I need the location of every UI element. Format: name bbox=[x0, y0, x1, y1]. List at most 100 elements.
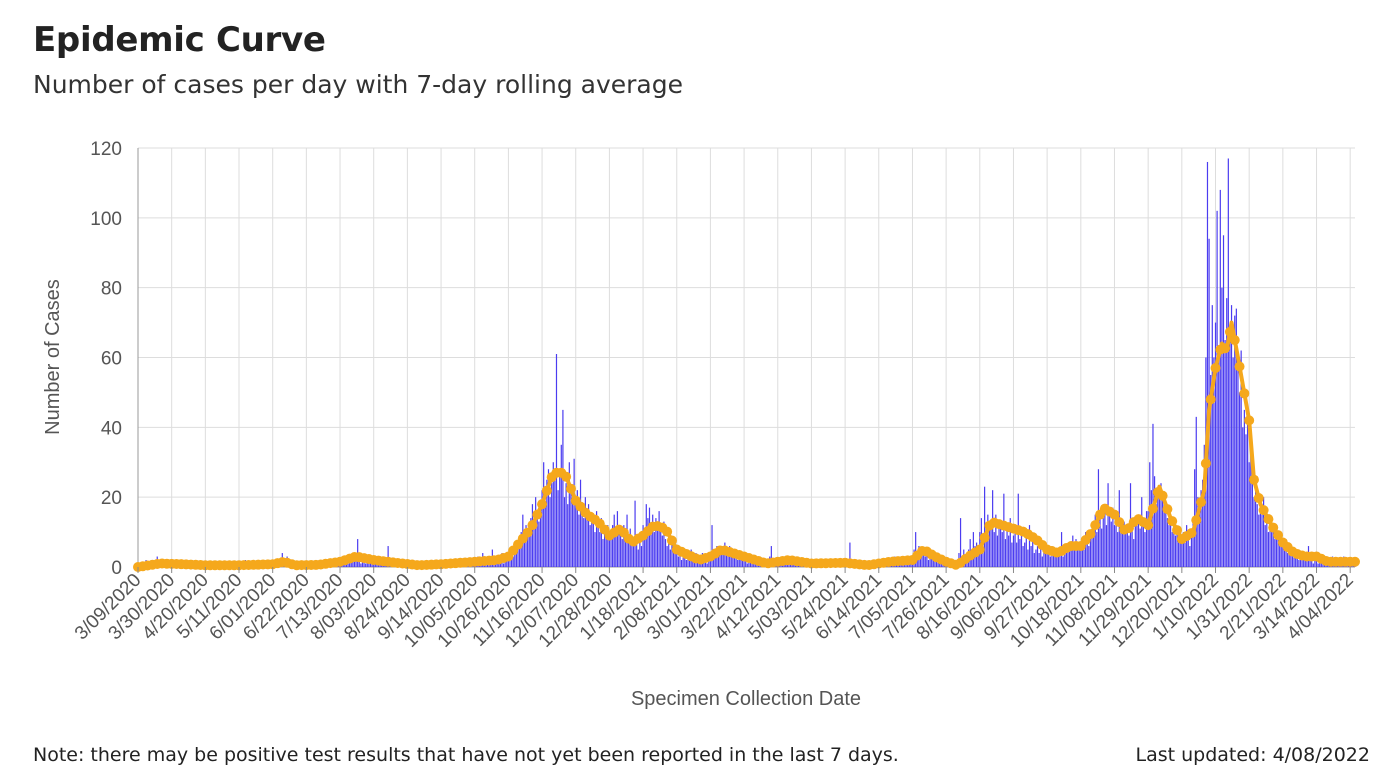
x-axis-ticks: 3/09/20203/30/20204/20/20205/11/20206/01… bbox=[71, 567, 1358, 652]
daily-case-bar bbox=[549, 497, 551, 567]
daily-case-bar bbox=[1238, 392, 1241, 567]
daily-case-bar bbox=[1070, 549, 1072, 567]
daily-case-bar bbox=[519, 539, 521, 567]
rolling-average-point bbox=[561, 471, 572, 482]
daily-case-bar bbox=[1291, 556, 1294, 567]
daily-case-bar bbox=[1088, 546, 1090, 567]
daily-case-bar bbox=[1152, 423, 1154, 567]
daily-case-bar bbox=[693, 560, 695, 567]
daily-case-bar bbox=[1304, 556, 1306, 567]
daily-case-bar bbox=[1155, 504, 1157, 567]
daily-case-bar bbox=[1038, 553, 1040, 567]
daily-case-bar bbox=[1235, 308, 1237, 567]
daily-case-bar bbox=[536, 511, 538, 567]
daily-case-bar bbox=[666, 546, 668, 567]
daily-case-bar bbox=[1052, 553, 1055, 567]
daily-case-bar bbox=[527, 535, 529, 567]
daily-case-bar bbox=[1317, 563, 1319, 567]
daily-case-bar bbox=[1250, 444, 1252, 567]
daily-case-bar bbox=[1264, 525, 1266, 567]
daily-case-bar bbox=[661, 535, 663, 567]
rolling-average-point bbox=[1205, 394, 1216, 405]
daily-case-bar bbox=[565, 483, 567, 567]
daily-case-bar bbox=[1065, 553, 1067, 567]
daily-case-bar bbox=[1222, 235, 1225, 568]
daily-case-bar bbox=[1237, 364, 1239, 567]
daily-case-bar bbox=[587, 504, 590, 567]
daily-case-bar bbox=[583, 518, 585, 567]
daily-case-bar bbox=[1279, 542, 1281, 567]
rolling-average-point bbox=[1268, 522, 1279, 533]
epidemic-curve-chart: 0 20 40 60 80 100 120 3/09/20203/30/20204/20/2… bbox=[42, 139, 1360, 710]
daily-case-bar bbox=[924, 556, 926, 567]
daily-case-bar bbox=[628, 542, 630, 567]
daily-case-bar bbox=[387, 546, 389, 567]
daily-case-bar bbox=[1248, 462, 1250, 567]
daily-case-bar bbox=[515, 553, 518, 567]
daily-case-bar bbox=[1051, 546, 1053, 567]
daily-case-bar bbox=[1272, 525, 1274, 567]
daily-case-bar bbox=[591, 514, 593, 568]
daily-case-bar bbox=[374, 563, 376, 567]
daily-case-bar bbox=[1259, 504, 1261, 567]
daily-case-bar bbox=[737, 560, 739, 567]
daily-case-bar bbox=[1176, 528, 1178, 567]
daily-case-bar bbox=[1008, 535, 1010, 567]
daily-case-bar bbox=[656, 525, 659, 567]
rolling-average-point bbox=[662, 526, 673, 537]
grid-lines bbox=[137, 147, 1355, 568]
daily-case-bar bbox=[663, 521, 665, 567]
daily-case-bar bbox=[919, 556, 922, 567]
daily-case-bar bbox=[1261, 514, 1263, 568]
daily-case-bar bbox=[1189, 546, 1191, 567]
daily-case-bar bbox=[1174, 535, 1177, 567]
daily-case-bar bbox=[1171, 532, 1173, 567]
daily-case-bar bbox=[528, 528, 530, 567]
daily-case-bar bbox=[546, 479, 548, 567]
daily-case-bar bbox=[1269, 521, 1271, 567]
daily-case-bar bbox=[1133, 539, 1135, 567]
daily-case-bar bbox=[1243, 409, 1245, 568]
daily-case-bar bbox=[600, 518, 602, 567]
daily-case-bar bbox=[1280, 539, 1282, 567]
daily-case-bar bbox=[533, 525, 535, 567]
daily-case-bar bbox=[1067, 549, 1069, 567]
daily-case-bar bbox=[1078, 542, 1080, 567]
daily-case-bar bbox=[1009, 518, 1011, 567]
daily-case-bar bbox=[531, 504, 534, 567]
daily-case-bar bbox=[604, 528, 606, 567]
daily-case-bar bbox=[1072, 535, 1074, 567]
daily-case-bar bbox=[684, 556, 686, 567]
daily-case-bar bbox=[703, 560, 705, 567]
daily-case-bar bbox=[1311, 556, 1313, 567]
daily-case-bar bbox=[634, 500, 636, 567]
daily-case-bar bbox=[1263, 497, 1265, 567]
daily-case-bar bbox=[1094, 514, 1096, 568]
daily-case-bar bbox=[1139, 528, 1141, 567]
daily-case-bar bbox=[669, 549, 671, 567]
daily-case-bar bbox=[1128, 535, 1130, 567]
rolling-average-point bbox=[1085, 529, 1096, 540]
daily-case-bar bbox=[1107, 483, 1109, 567]
daily-case-bar bbox=[1137, 514, 1140, 568]
rolling-average-point bbox=[1220, 343, 1231, 354]
rolling-average-point bbox=[1350, 556, 1360, 567]
rolling-average-point bbox=[1200, 458, 1211, 469]
daily-case-bar bbox=[543, 462, 545, 567]
rolling-average-point bbox=[1191, 515, 1202, 526]
daily-case-bar bbox=[1030, 546, 1032, 567]
daily-case-bar bbox=[687, 556, 689, 567]
daily-case-bar bbox=[1275, 528, 1278, 567]
daily-case-bar bbox=[631, 546, 633, 567]
daily-case-bar bbox=[624, 535, 627, 567]
daily-case-bar bbox=[727, 556, 729, 567]
daily-case-bar bbox=[743, 560, 745, 567]
daily-case-bar bbox=[1170, 525, 1172, 567]
daily-case-bar bbox=[605, 535, 607, 567]
daily-case-bar bbox=[1064, 546, 1066, 567]
daily-case-bar bbox=[358, 560, 360, 567]
daily-case-bar bbox=[1285, 539, 1287, 567]
daily-case-bar bbox=[644, 532, 646, 567]
rolling-average-point bbox=[974, 544, 985, 555]
daily-case-bar bbox=[1214, 322, 1217, 567]
